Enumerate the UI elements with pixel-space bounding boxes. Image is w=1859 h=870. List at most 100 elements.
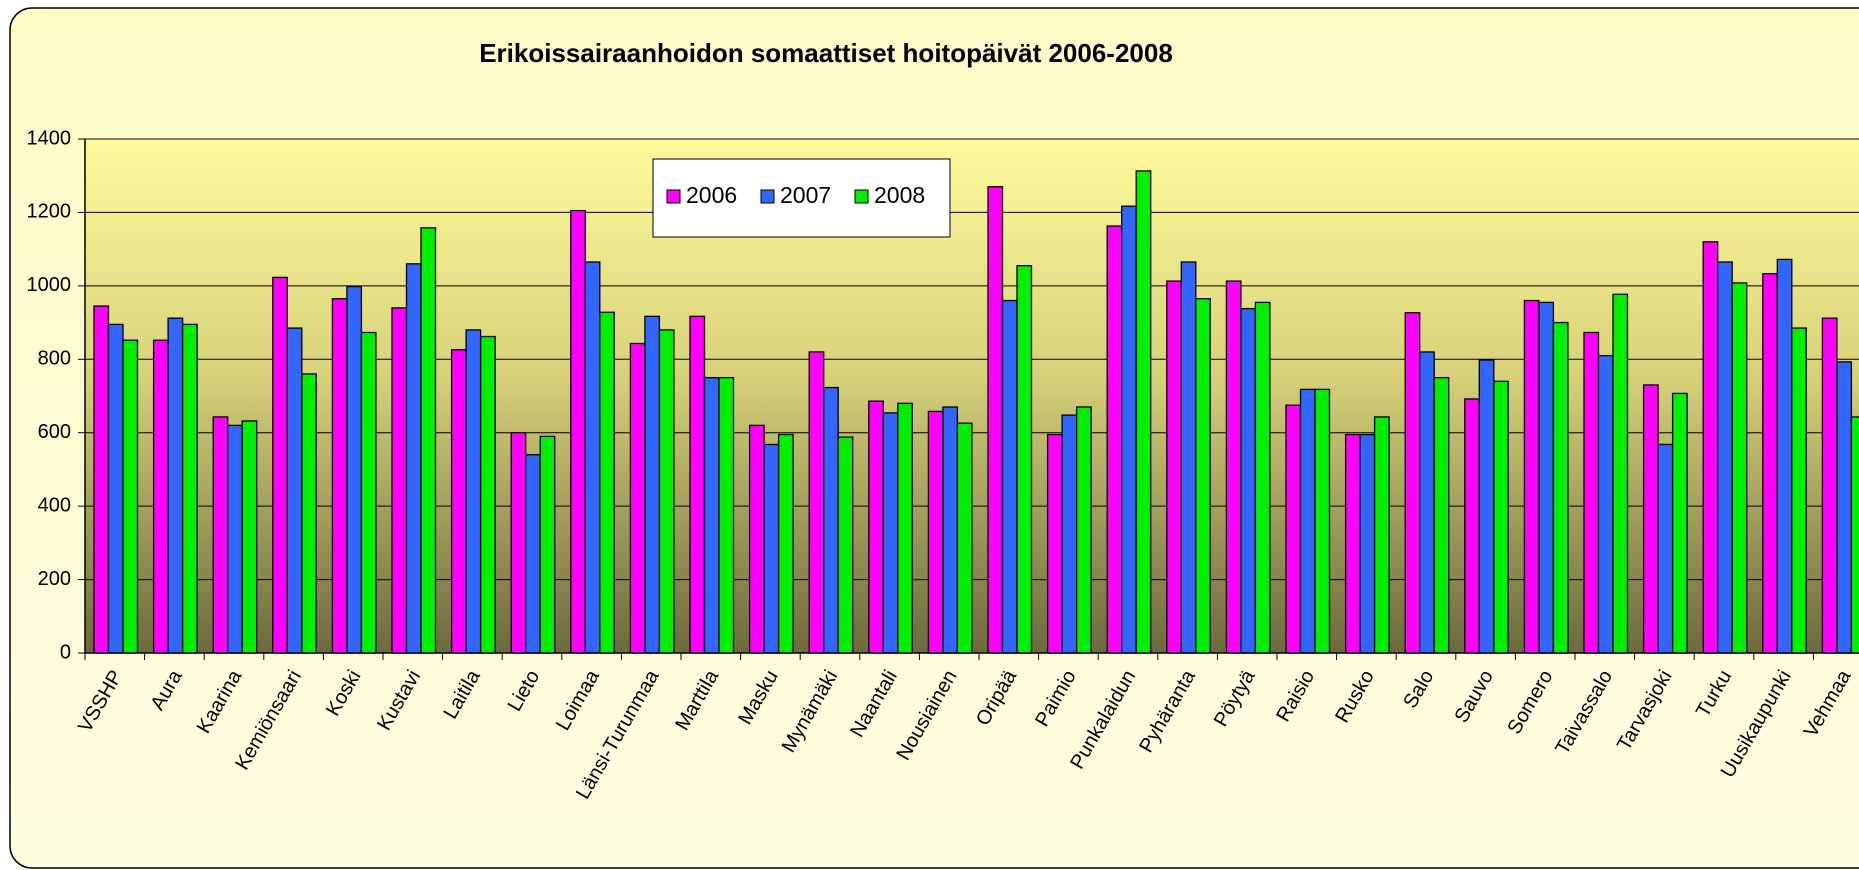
bar bbox=[241, 420, 258, 654]
bar bbox=[1671, 392, 1688, 654]
bar bbox=[405, 263, 422, 654]
bar bbox=[1166, 280, 1182, 654]
bar bbox=[227, 424, 243, 654]
bar bbox=[391, 307, 408, 654]
bar bbox=[1642, 384, 1659, 654]
bar bbox=[763, 443, 780, 654]
bar bbox=[1419, 351, 1435, 654]
bar bbox=[1106, 225, 1123, 654]
y-tick-label: 1400 bbox=[27, 127, 72, 149]
bar bbox=[1240, 307, 1257, 654]
bar bbox=[420, 227, 437, 654]
legend-label: 2006 bbox=[686, 182, 737, 208]
bar bbox=[1762, 273, 1778, 654]
bar bbox=[1702, 241, 1719, 654]
bar bbox=[808, 351, 825, 654]
bar bbox=[927, 410, 944, 654]
bar bbox=[1583, 331, 1600, 654]
bar bbox=[1478, 359, 1495, 654]
bar bbox=[1493, 380, 1509, 654]
bar bbox=[1359, 433, 1376, 654]
bar bbox=[286, 327, 303, 654]
bar bbox=[1373, 416, 1390, 654]
bar bbox=[629, 342, 646, 654]
bar bbox=[1776, 258, 1793, 654]
bar bbox=[823, 386, 839, 654]
bar bbox=[1612, 293, 1629, 654]
bar bbox=[1538, 301, 1555, 654]
bar bbox=[212, 416, 229, 654]
bar bbox=[167, 317, 184, 654]
bar bbox=[1001, 299, 1018, 654]
bar bbox=[689, 315, 706, 654]
bar bbox=[644, 315, 661, 654]
bar bbox=[748, 424, 765, 654]
y-tick-label: 800 bbox=[38, 348, 71, 370]
bar bbox=[1299, 388, 1316, 654]
y-tick-label: 1200 bbox=[27, 201, 72, 223]
chart-title: Erikoissairaanhoidon somaattiset hoitopä… bbox=[479, 38, 1173, 68]
bar bbox=[465, 329, 482, 654]
bar bbox=[1552, 321, 1569, 654]
bar bbox=[122, 339, 139, 654]
bar bbox=[1523, 299, 1540, 654]
bar bbox=[1225, 280, 1242, 654]
bar bbox=[718, 376, 735, 654]
bar bbox=[1195, 298, 1211, 654]
bar bbox=[1121, 205, 1137, 654]
bar bbox=[510, 432, 527, 654]
bar bbox=[1791, 327, 1807, 654]
bar bbox=[1731, 282, 1748, 654]
legend-swatch bbox=[760, 189, 775, 204]
bar bbox=[1314, 388, 1331, 654]
bar bbox=[479, 335, 496, 654]
bar bbox=[272, 276, 288, 654]
bar bbox=[1285, 404, 1302, 654]
bar bbox=[777, 433, 794, 654]
legend-label: 2007 bbox=[780, 182, 831, 208]
bar bbox=[539, 435, 556, 654]
y-tick-label: 400 bbox=[38, 494, 71, 516]
legend-swatch bbox=[666, 189, 681, 204]
bar bbox=[1717, 261, 1733, 654]
bar bbox=[525, 454, 541, 654]
bar bbox=[152, 339, 169, 654]
bar bbox=[301, 373, 317, 654]
bar bbox=[1464, 398, 1480, 654]
bar bbox=[987, 186, 1004, 654]
bar bbox=[956, 422, 973, 654]
bar bbox=[1075, 406, 1092, 654]
legend-swatch bbox=[854, 189, 869, 204]
bar bbox=[1046, 433, 1063, 654]
bar bbox=[1061, 414, 1078, 654]
bar bbox=[703, 376, 720, 654]
bar bbox=[107, 323, 124, 654]
bar bbox=[1135, 170, 1152, 654]
bar bbox=[599, 311, 615, 654]
bar bbox=[1180, 261, 1197, 654]
bar bbox=[1597, 354, 1614, 654]
bar bbox=[658, 329, 675, 654]
y-tick-label: 200 bbox=[38, 568, 71, 590]
bar bbox=[1016, 265, 1033, 654]
legend-label: 2008 bbox=[874, 182, 925, 208]
y-tick-label: 0 bbox=[60, 641, 71, 663]
bar bbox=[331, 298, 348, 654]
bar bbox=[897, 402, 913, 654]
bar bbox=[450, 349, 467, 654]
bar bbox=[93, 305, 110, 654]
bar bbox=[1821, 317, 1838, 654]
bar bbox=[942, 406, 959, 654]
bar bbox=[1344, 433, 1361, 654]
bar bbox=[882, 412, 899, 654]
bar bbox=[1657, 443, 1674, 654]
y-tick-label: 600 bbox=[38, 421, 71, 443]
bar bbox=[360, 331, 377, 654]
bar bbox=[1836, 361, 1853, 654]
bar bbox=[1433, 376, 1450, 654]
bar bbox=[868, 400, 884, 654]
bar bbox=[1404, 312, 1421, 654]
bar bbox=[837, 436, 854, 654]
legend-box bbox=[652, 158, 951, 238]
